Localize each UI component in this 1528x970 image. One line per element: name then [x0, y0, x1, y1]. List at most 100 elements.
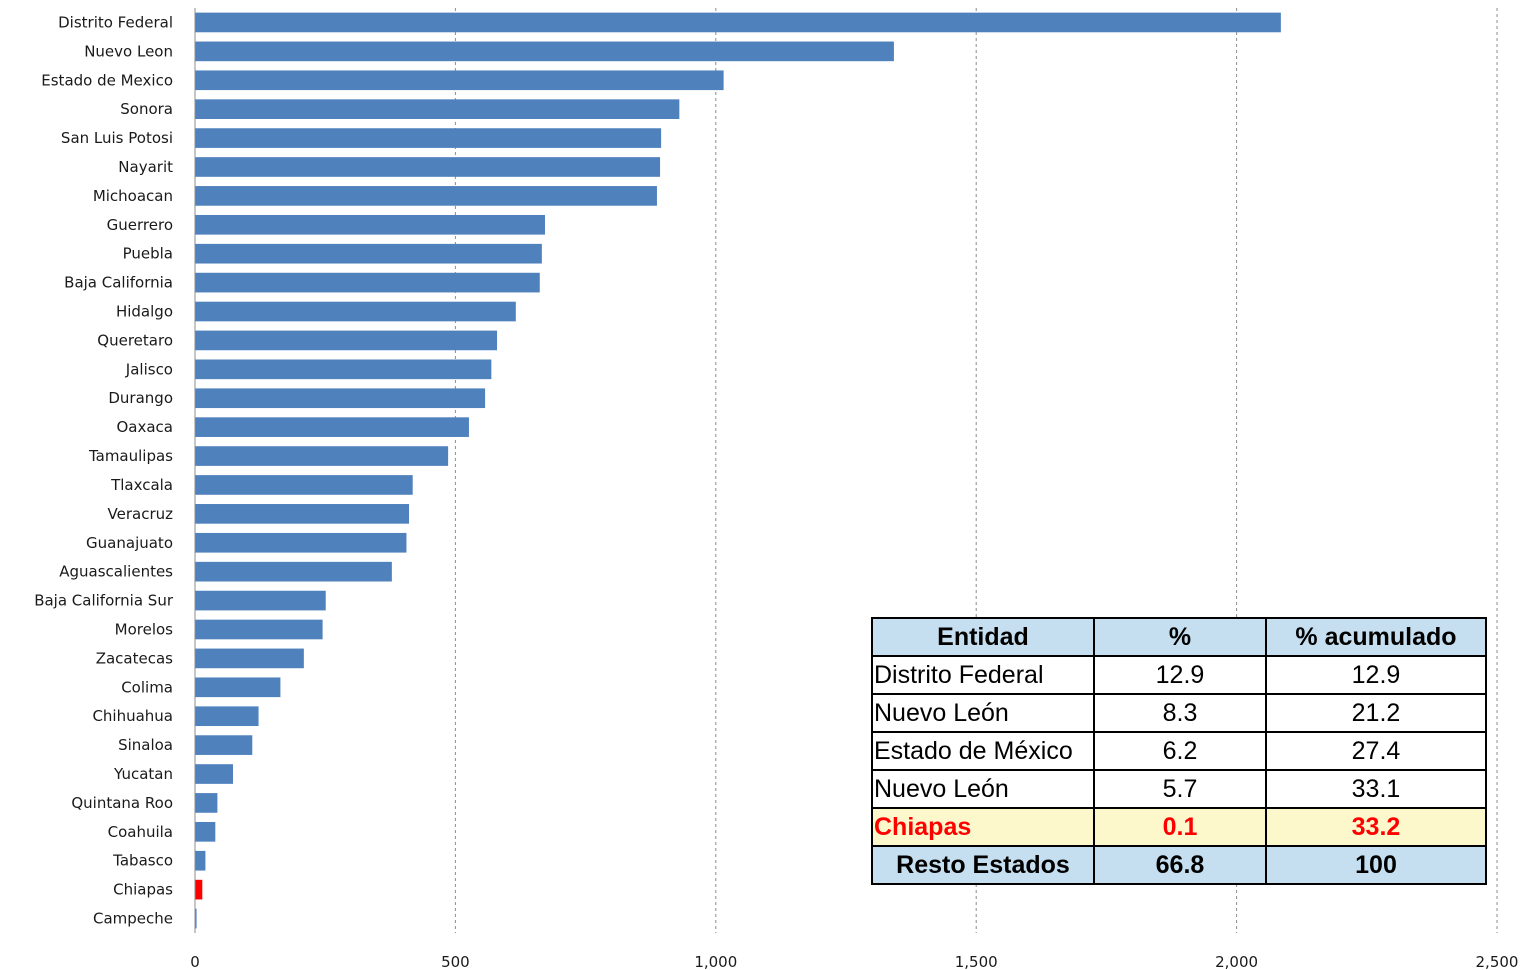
category-label: Veracruz [108, 505, 174, 523]
table-cell-cumulative: 100 [1265, 845, 1487, 885]
table-cell-entidad: Nuevo León [871, 693, 1095, 733]
x-tick-label: 0 [190, 953, 200, 970]
bar [195, 330, 498, 351]
category-label: Coahuila [108, 823, 173, 841]
table-row-total: Resto Estados 66.8 100 [871, 845, 1487, 885]
bar [195, 504, 410, 524]
table-cell-cumulative: 33.1 [1265, 769, 1487, 809]
category-label: Sinaloa [118, 736, 173, 754]
bar [195, 561, 392, 582]
category-label: Tlaxcala [110, 476, 173, 494]
category-label: Aguascalientes [59, 563, 173, 581]
category-label: Sonora [120, 100, 173, 118]
table-row-highlight: Chiapas 0.1 33.2 [871, 807, 1487, 847]
category-label: Quintana Roo [71, 794, 173, 812]
bar [195, 764, 234, 784]
category-label: Nayarit [118, 158, 173, 176]
category-label: Tabasco [112, 852, 173, 870]
bar [195, 99, 680, 119]
table-cell-cumulative: 33.2 [1265, 807, 1487, 847]
category-label: Jalisco [125, 360, 173, 378]
table-cell-percent: 8.3 [1093, 693, 1267, 733]
category-label: Yucatan [113, 765, 173, 783]
table-row: Nuevo León 8.3 21.2 [871, 693, 1487, 733]
bar [195, 272, 540, 293]
category-label: Chiapas [113, 881, 173, 899]
bar [195, 70, 724, 91]
bar [195, 186, 657, 206]
category-label: Tamaulipas [88, 447, 173, 465]
x-tick-label: 2,500 [1476, 953, 1519, 970]
bar [195, 619, 323, 640]
category-label: Guanajuato [86, 534, 173, 552]
category-label: Estado de Mexico [41, 71, 173, 89]
table-cell-entidad: Nuevo León [871, 769, 1095, 809]
category-label: Durango [108, 389, 173, 407]
bar [195, 128, 662, 148]
bar [195, 388, 486, 409]
x-tick-label: 500 [441, 953, 470, 970]
table-cell-entidad: Resto Estados [871, 845, 1095, 885]
category-label: Colima [121, 678, 173, 696]
bar [195, 12, 1281, 33]
table-cell-entidad: Chiapas [871, 807, 1095, 847]
category-label: Queretaro [97, 331, 173, 349]
header-percent: % [1093, 617, 1267, 657]
summary-table: Entidad % % acumulado Distrito Federal 1… [871, 617, 1487, 885]
table-cell-cumulative: 12.9 [1265, 655, 1487, 695]
bar [195, 735, 253, 755]
table-cell-percent: 66.8 [1093, 845, 1267, 885]
bar [195, 908, 197, 929]
bar [195, 879, 203, 900]
table-cell-percent: 5.7 [1093, 769, 1267, 809]
category-label: Nuevo Leon [84, 42, 173, 60]
table-cell-entidad: Distrito Federal [871, 655, 1095, 695]
header-cumulative: % acumulado [1265, 617, 1487, 657]
category-label: Distrito Federal [58, 13, 173, 31]
x-tick-label: 1,500 [955, 953, 998, 970]
bar [195, 243, 542, 264]
bar [195, 475, 413, 495]
table-row: Distrito Federal 12.9 12.9 [871, 655, 1487, 695]
category-label: Morelos [115, 620, 174, 638]
table-row: Estado de México 6.2 27.4 [871, 731, 1487, 771]
table-cell-percent: 12.9 [1093, 655, 1267, 695]
bar [195, 822, 216, 842]
category-label: Zacatecas [96, 649, 173, 667]
category-label: Oaxaca [116, 418, 173, 436]
category-label: Hidalgo [116, 303, 173, 321]
bar [195, 446, 449, 466]
table-cell-entidad: Estado de México [871, 731, 1095, 771]
bar [195, 590, 326, 611]
category-label: Puebla [123, 245, 173, 263]
bar [195, 677, 281, 698]
category-label: Michoacan [93, 187, 173, 205]
bar [195, 648, 304, 669]
category-label: Baja California Sur [34, 592, 174, 610]
table-cell-percent: 0.1 [1093, 807, 1267, 847]
bar [195, 301, 516, 322]
table-header-row: Entidad % % acumulado [871, 617, 1487, 657]
table-cell-cumulative: 21.2 [1265, 693, 1487, 733]
table-cell-cumulative: 27.4 [1265, 731, 1487, 771]
bar [195, 706, 259, 727]
bar [195, 214, 545, 235]
bar [195, 157, 661, 177]
bar [195, 850, 206, 871]
category-label: San Luis Potosi [61, 129, 173, 147]
x-tick-label: 1,000 [694, 953, 737, 970]
table-cell-percent: 6.2 [1093, 731, 1267, 771]
category-label: Guerrero [107, 216, 173, 234]
bar [195, 417, 469, 437]
bar [195, 41, 894, 62]
bar [195, 793, 218, 813]
header-entidad: Entidad [871, 617, 1095, 657]
category-label: Campeche [93, 910, 173, 928]
bar [195, 359, 492, 380]
category-label: Chihuahua [92, 707, 173, 725]
table-row: Nuevo León 5.7 33.1 [871, 769, 1487, 809]
bar [195, 532, 407, 553]
category-label: Baja California [64, 274, 173, 292]
x-tick-label: 2,000 [1215, 953, 1258, 970]
